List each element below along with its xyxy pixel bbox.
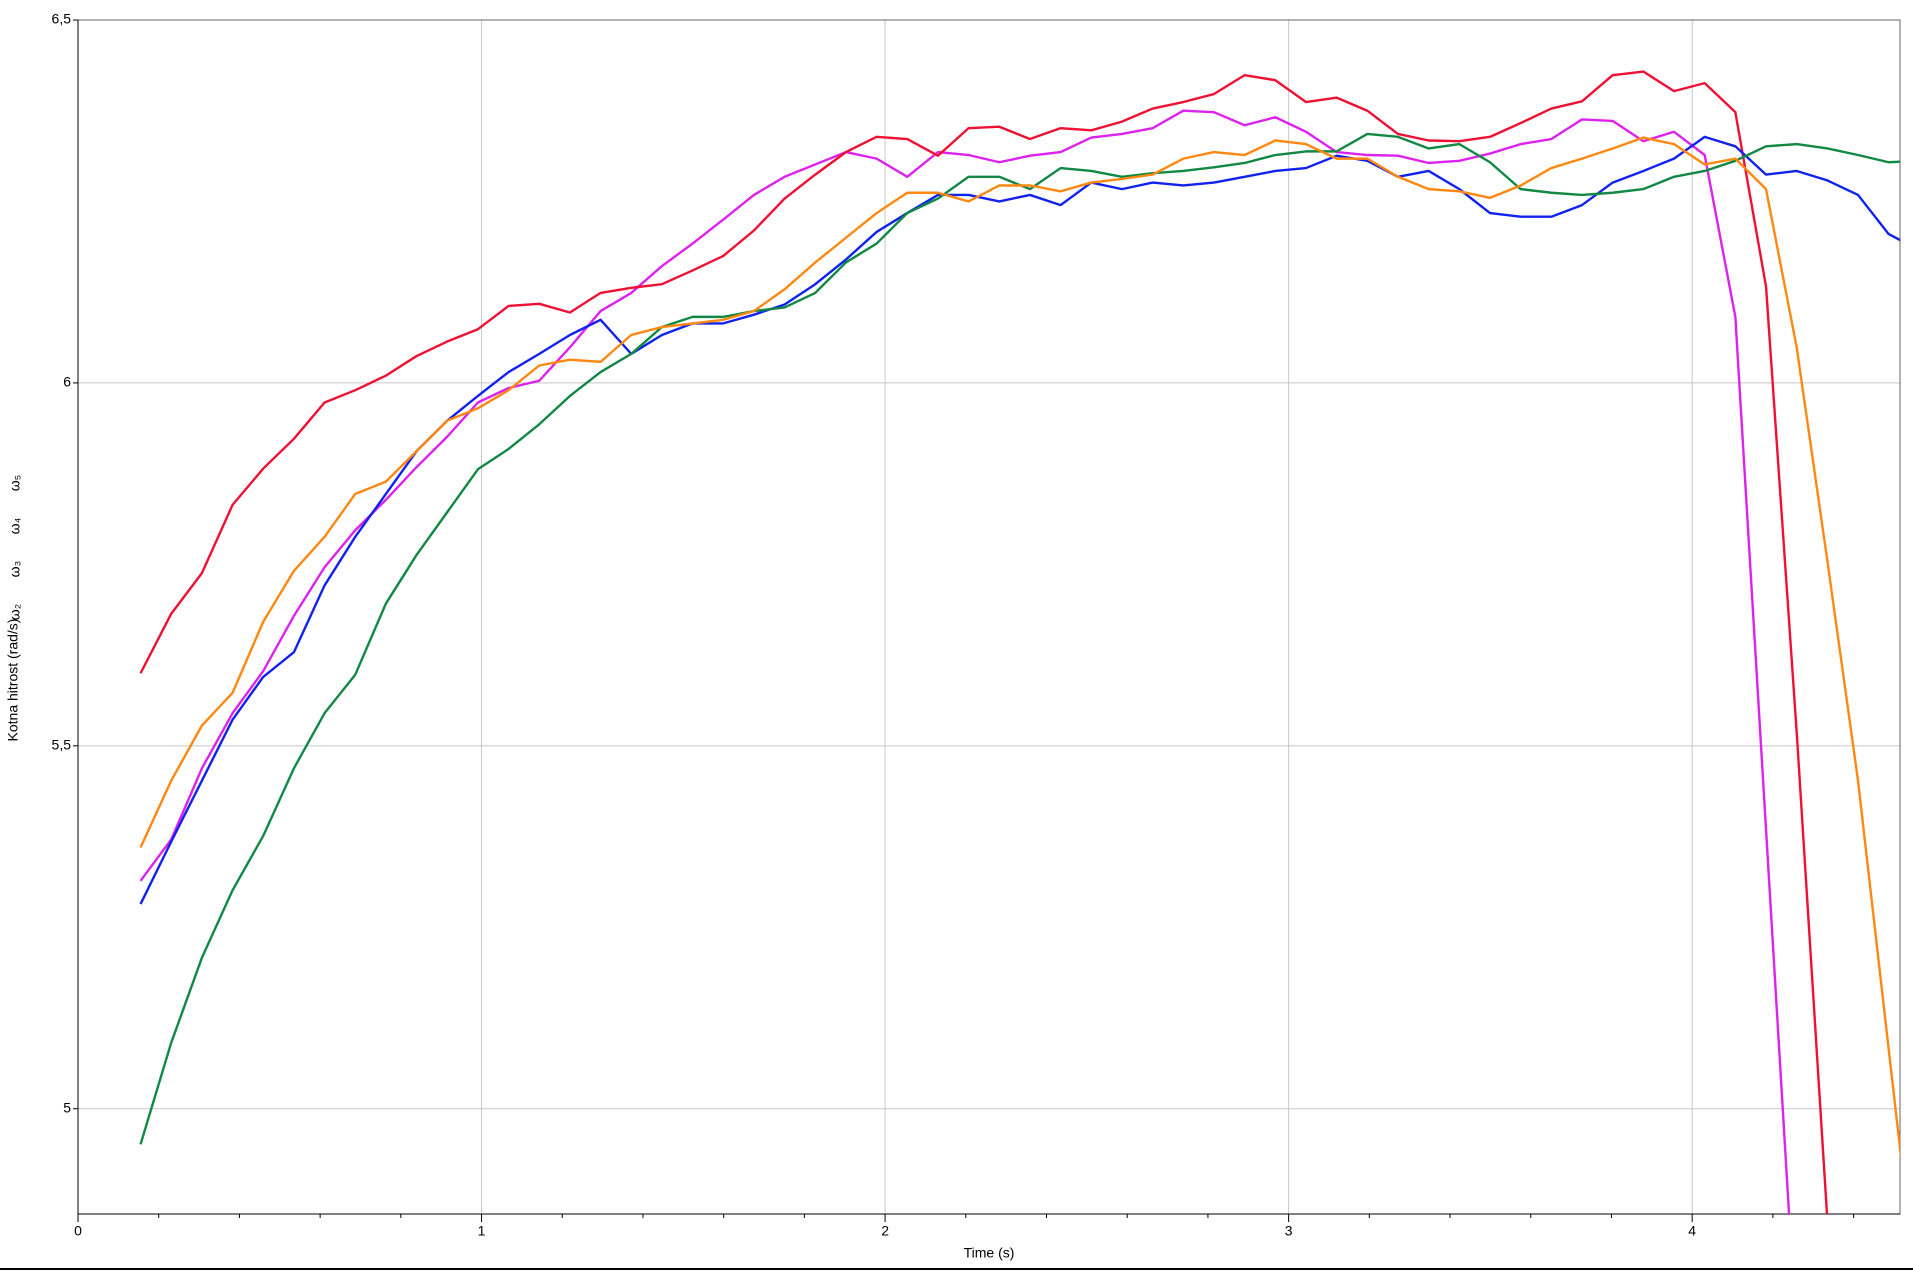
data-line bbox=[139, 70, 1829, 1214]
data-line bbox=[139, 109, 1791, 1214]
y-tick-label: 6 bbox=[63, 374, 71, 390]
data-line bbox=[139, 136, 1900, 1159]
x-tick-label: 4 bbox=[1688, 1223, 1696, 1239]
y-tick-label: 5,5 bbox=[52, 737, 72, 753]
x-tick-label: 3 bbox=[1285, 1223, 1293, 1239]
legend-entry: ω₃ bbox=[7, 561, 23, 578]
y-tick-label: 6,5 bbox=[52, 11, 72, 27]
x-tick-label: 2 bbox=[881, 1223, 889, 1239]
plot-lines bbox=[139, 70, 1900, 1214]
legend-entry: ω₂ bbox=[7, 604, 23, 620]
y-axis-label: Kotna hitrost (rad/s) bbox=[5, 619, 21, 742]
x-tick-label: 1 bbox=[478, 1223, 486, 1239]
legend-entry: ω₅ bbox=[7, 475, 23, 492]
x-tick-label: 0 bbox=[74, 1223, 82, 1239]
data-line bbox=[139, 132, 1900, 1145]
y-tick-label: 5 bbox=[63, 1099, 71, 1115]
legend-entry: ω₄ bbox=[7, 517, 23, 534]
x-axis-label: Time (s) bbox=[964, 1245, 1015, 1261]
